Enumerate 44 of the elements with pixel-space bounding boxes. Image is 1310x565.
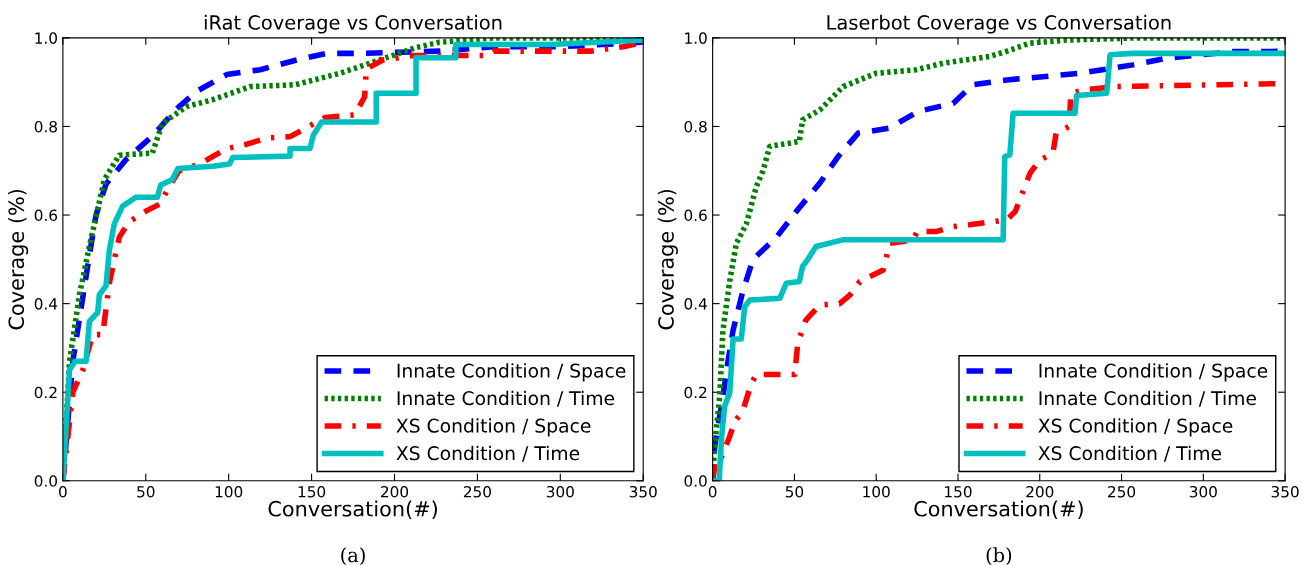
legend-label: Innate Condition / Space	[397, 363, 626, 382]
x-tick-label: 200	[1026, 485, 1054, 498]
y-tick-label: 0.2	[34, 386, 57, 399]
x-tick-label: 250	[463, 485, 491, 498]
legend-label: Innate Condition / Time	[397, 390, 615, 407]
y-axis-title: Coverage (%)	[657, 189, 678, 330]
y-tick-label: 0.6	[684, 209, 707, 222]
legend-label: XS Condition / Space	[396, 418, 591, 437]
x-tick-label: 50	[137, 485, 155, 498]
x-tick-label: 50	[785, 485, 804, 498]
y-tick-label: 0.8	[34, 120, 57, 133]
y-tick-label: 0.0	[34, 475, 57, 487]
x-tick-label: 100	[215, 485, 243, 498]
x-tick-label: 350	[1271, 485, 1299, 498]
text: (a)	[341, 547, 365, 565]
x-tick-label: 150	[945, 485, 972, 498]
x-tick-label: 0	[59, 485, 67, 498]
y-tick-label: 0.2	[684, 386, 707, 399]
legend-label: XS Condition / Space	[1038, 418, 1233, 437]
y-tick-label: 0.4	[684, 298, 707, 310]
x-tick-label: 150	[298, 485, 326, 498]
x-tick-label: 200	[381, 485, 409, 498]
legend-label: XS Condition / Time	[1038, 445, 1222, 462]
y-axis-title: Coverage (%)	[8, 189, 29, 330]
chart-title: Laserbot Coverage vs Conversation	[827, 14, 1171, 34]
x-tick-label: 300	[1189, 485, 1217, 498]
x-tick-label: 250	[1108, 485, 1136, 498]
y-tick-label: 1.0	[685, 32, 707, 44]
x-tick-label: 350	[629, 485, 657, 498]
legend-label: Innate Condition / Space	[1039, 363, 1268, 382]
y-tick-label: 1.0	[35, 32, 57, 44]
y-tick-label: 0.8	[684, 120, 707, 133]
x-axis-title: Conversation(#)	[268, 500, 437, 520]
x-tick-label: 300	[546, 485, 574, 498]
legend-label: XS Condition / Time	[396, 445, 580, 462]
y-tick-label: 0.0	[684, 475, 707, 487]
x-tick-label: 0	[708, 485, 717, 498]
y-tick-label: 0.4	[34, 298, 58, 310]
text: (b)	[986, 547, 1012, 565]
legend-label: Innate Condition / Time	[1039, 390, 1256, 407]
y-tick-label: 0.6	[34, 209, 58, 222]
x-tick-label: 100	[863, 485, 890, 498]
chart-title: iRat Coverage vs Conversation	[204, 14, 502, 34]
x-axis-title: Conversation(#)	[914, 500, 1083, 520]
